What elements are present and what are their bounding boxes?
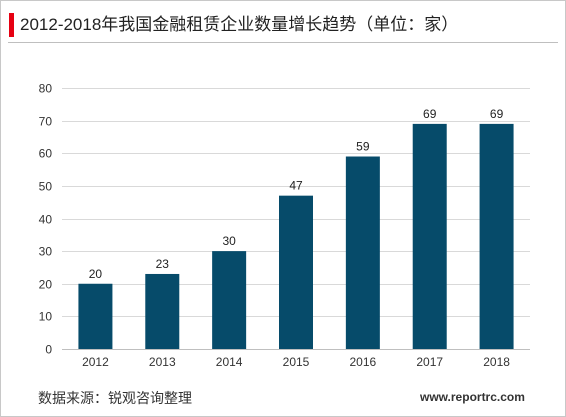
source-note: 数据来源：锐观咨询整理 [38,390,192,406]
x-axis: 2012 2013 2014 2015 2016 2017 2018 [82,355,510,369]
y-tick-label: 50 [39,180,53,194]
bar [479,123,514,349]
x-tick-label: 2014 [216,355,243,369]
y-tick-label: 20 [39,278,53,292]
y-tick-label: 40 [39,213,53,227]
y-tick-label: 70 [39,115,53,129]
title-accent-bar [9,13,14,37]
chart-title: 2012-2018年我国金融租赁企业数量增长趋势（单位：家） [20,15,459,34]
x-tick-label: 2016 [350,355,377,369]
data-label: 47 [289,179,303,193]
data-label: 69 [490,107,504,121]
x-tick-label: 2018 [483,355,510,369]
y-tick-label: 60 [39,147,53,161]
y-tick-label: 30 [39,245,53,259]
data-label: 20 [89,267,103,281]
data-label: 69 [423,107,437,121]
bar [145,273,180,349]
x-tick-label: 2012 [82,355,109,369]
y-tick-label: 80 [39,82,53,96]
y-tick-label: 10 [39,310,53,324]
website-link[interactable]: www.reportrc.com [420,390,525,404]
bar [345,156,380,349]
bar [412,123,447,349]
bar [78,283,113,349]
data-label: 30 [222,234,236,248]
y-tick-label: 0 [45,343,52,357]
x-tick-label: 2013 [149,355,176,369]
data-label: 23 [156,257,170,271]
data-label: 59 [356,140,370,154]
title-divider [8,42,558,43]
x-tick-label: 2015 [283,355,310,369]
y-axis: 0 10 20 30 40 50 60 70 80 [39,82,53,357]
bar [212,251,247,349]
x-tick-label: 2017 [416,355,443,369]
bars [78,123,514,349]
data-labels: 20 23 30 47 59 69 69 [89,107,504,281]
bar [279,195,313,349]
